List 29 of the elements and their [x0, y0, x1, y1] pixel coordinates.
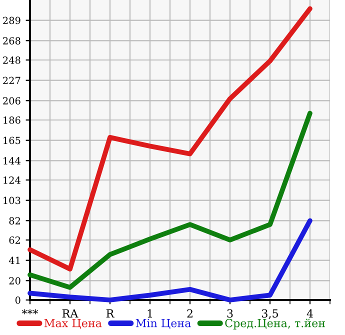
x-tick-label: 1: [148, 309, 152, 318]
y-tick-label: 248: [3, 56, 20, 64]
line-series: [28, 110, 312, 290]
line-series: [28, 6, 312, 272]
legend-label: Сред.Цена, т.йен: [225, 318, 325, 330]
x-tick-label: 3,5: [262, 309, 278, 319]
y-tick-label: 124: [4, 176, 20, 184]
line-series: [28, 218, 312, 302]
y-tick-label: 206: [3, 97, 20, 104]
y-tick-label: 103: [4, 196, 20, 204]
x-tick-label: RA: [62, 309, 78, 318]
y-tick-label: 62: [9, 236, 20, 244]
x-tick-label: 2: [187, 309, 192, 318]
y-tick-label: 144: [4, 157, 20, 164]
y-tick-label: 165: [4, 136, 20, 144]
x-tick-label: 4: [306, 309, 313, 318]
legend-label: Min Цена: [136, 318, 191, 329]
y-tick-label: 289: [3, 16, 20, 24]
y-tick-label: 186: [4, 116, 20, 124]
x-tick-label: R: [106, 309, 114, 318]
x-tick-label: 3: [227, 309, 233, 318]
y-tick-label: 227: [3, 76, 20, 84]
x-tick-label: ***: [22, 309, 38, 314]
y-tick-label: 82: [9, 217, 20, 224]
legend-label: Max Цена: [44, 319, 102, 329]
y-tick-label: 41: [8, 256, 20, 264]
y-tick-label: 20: [9, 277, 20, 284]
y-tick-label: 0: [15, 296, 20, 304]
y-tick-label: 268: [3, 37, 20, 44]
